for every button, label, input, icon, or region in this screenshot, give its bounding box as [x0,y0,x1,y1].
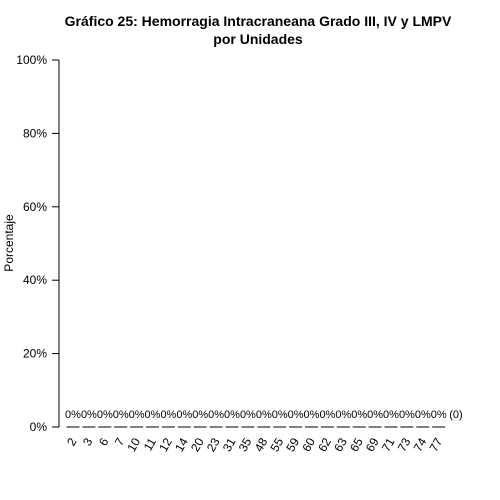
x-tick-label: 11 [141,435,160,453]
x-tick-label: 74 [411,435,430,454]
data-label: 0% [399,409,415,421]
x-tick-label: 69 [363,435,382,454]
data-label: 0% [256,409,272,421]
extra-count-label: (0) [449,409,462,421]
y-tick-label: 80% [23,126,47,140]
x-tick-label: 71 [379,435,398,454]
x-tick-label: 23 [204,435,223,454]
y-tick-label: 0% [30,420,48,434]
x-tick-label: 63 [331,435,350,454]
y-tick-label: 40% [23,273,47,287]
y-axis-ticks: 0% 20% 40% 60% 80% 100% [16,53,59,434]
x-tick-label: 59 [283,435,302,454]
data-label: 0% [160,409,176,421]
x-tick-label: 20 [188,435,207,454]
data-label: 0% [431,409,447,421]
data-label: 0% [304,409,320,421]
data-labels: 0% 0% 0% 0% 0% 0% 0% 0% 0% 0% 0% 0% 0% 0% 0% 0% 0% 0% 0% 0%… [65,409,447,421]
data-label: 0% [176,409,192,421]
x-tick-label: 62 [315,435,334,454]
data-label: 0% [351,409,367,421]
y-axis-title: Porcentaje [2,214,16,272]
x-tick-label: 10 [124,435,143,454]
x-tick-label: 73 [395,435,414,454]
x-axis-ticks: 2 3 6 7101112142023313548555960626365697173… [64,435,445,454]
x-tick-label: 48 [252,435,271,454]
data-label: 0% [208,409,224,421]
data-label: 0% [97,409,113,421]
data-label: 0% [383,409,399,421]
data-label: 0% [319,409,335,421]
x-tick-label: 35 [236,435,255,454]
x-tick-label: 3 [80,435,96,448]
data-label: 0% [272,409,288,421]
y-tick-label: 100% [16,53,47,67]
x-tick-label: 65 [347,435,366,454]
data-label: 0% [129,409,145,421]
x-tick-label: 12 [156,435,175,454]
x-tick-label: 31 [220,435,239,454]
data-label: 0% [415,409,431,421]
data-label: 0% [240,409,256,421]
data-label: 0% [288,409,304,421]
data-label: 0% [65,409,81,421]
x-tick-label: 2 [64,435,80,448]
y-tick-label: 20% [23,347,47,361]
data-label: 0% [335,409,351,421]
x-tick-label: 60 [299,435,318,454]
chart-subtitle: por Unidades [213,31,303,47]
data-label: 0% [367,409,383,421]
data-label: 0% [81,409,97,421]
chart-title: Gráfico 25: Hemorragia Intracraneana Gra… [65,13,452,29]
x-tick-label: 6 [96,435,112,448]
data-label: 0% [113,409,129,421]
data-label: 0% [224,409,240,421]
x-tick-label: 55 [267,435,286,454]
x-tick-label: 14 [172,435,191,454]
x-tick-label: 77 [426,435,445,454]
data-label: 0% [192,409,208,421]
y-tick-label: 60% [23,200,47,214]
data-label: 0% [145,409,161,421]
